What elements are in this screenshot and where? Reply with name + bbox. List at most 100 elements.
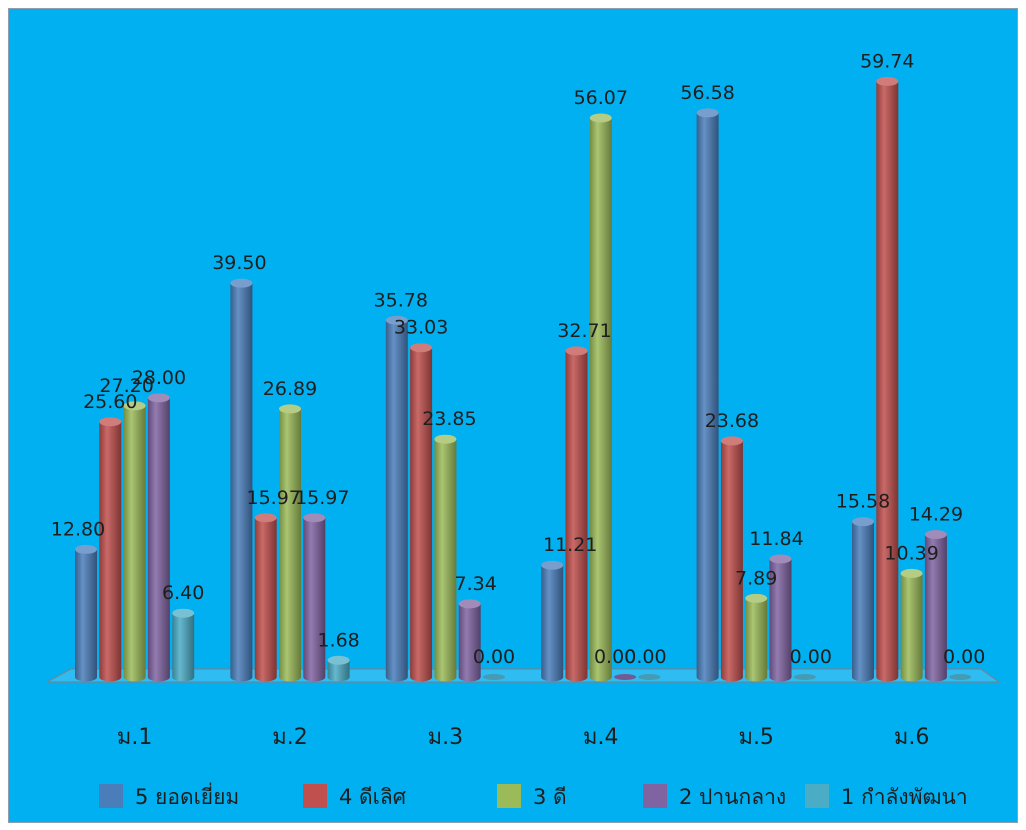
bar-2-ม.5-top — [720, 436, 743, 446]
bar-1-ม.2-top — [230, 278, 253, 288]
bar-5-ม.4 — [638, 674, 661, 680]
data-label: 25.60 — [83, 391, 137, 413]
bar-chart: 12.80 39.50 35.78 11.21 56.58 15.58 25.60 15.97… — [46, 50, 1001, 809]
bar-5-ม.6 — [949, 674, 972, 680]
data-label: 56.58 — [680, 82, 734, 104]
bar-2-ม.4-top — [565, 346, 588, 356]
bar-1-ม.1 — [75, 549, 97, 682]
data-label: 15.97 — [295, 487, 349, 509]
bar-2-ม.2 — [254, 517, 277, 682]
bar-5-ม.1-top — [172, 608, 195, 618]
legend-swatch — [497, 784, 521, 808]
bar-3-ม.1 — [123, 405, 146, 682]
data-label: 10.39 — [884, 542, 938, 564]
data-label: 26.89 — [263, 378, 317, 400]
data-label: 6.40 — [162, 582, 204, 604]
data-label: 35.78 — [374, 289, 428, 311]
bar-1-ม.4-top — [541, 560, 564, 570]
category-label: ม.2 — [272, 725, 308, 750]
data-label: 15.58 — [836, 491, 890, 513]
bar-3-ม.4-top — [589, 113, 612, 123]
bar-5-ม.1 — [172, 613, 195, 682]
data-label: 15.97 — [246, 487, 300, 509]
legend-label: 4 ดีเลิศ — [339, 785, 407, 809]
bar-2-ม.5 — [720, 440, 743, 682]
bar-4-ม.5 — [769, 558, 792, 682]
data-label: 0.00 — [943, 646, 985, 668]
bar-3-ม.5-top — [745, 593, 768, 603]
data-label: 14.29 — [909, 504, 963, 526]
bar-3-ม.4 — [589, 117, 612, 682]
bar-2-ม.4 — [565, 350, 588, 682]
bar-2-ม.1-top — [99, 417, 122, 427]
bar-3-ม.6 — [900, 573, 923, 682]
bar-3-ม.3-top — [434, 434, 457, 444]
bar-4-ม.4 — [614, 674, 637, 680]
bar-1-ม.5 — [696, 112, 719, 682]
legend: 5 ยอดเยี่ยม 4 ดีเลิศ 3 ดี 2 ปานกลาง 1 กำลังพ… — [99, 782, 968, 809]
bar-4-ม.1 — [147, 397, 170, 682]
data-label: 11.21 — [543, 534, 597, 556]
bar-1-ม.6-top — [852, 517, 874, 527]
bar-3-ม.3 — [434, 439, 457, 682]
data-label: 23.85 — [422, 408, 476, 430]
bar-4-ม.6-top — [924, 530, 947, 540]
data-label: 0.00 — [624, 646, 666, 668]
bar-2-ม.6 — [876, 81, 899, 682]
bar-1-ม.3 — [385, 320, 408, 682]
legend-swatch — [303, 784, 327, 808]
legend-label: 5 ยอดเยี่ยม — [135, 782, 239, 809]
bar-4-ม.2 — [303, 517, 326, 682]
data-label: 32.71 — [557, 320, 611, 342]
bar-4-ม.3-top — [458, 599, 481, 609]
data-label: 11.84 — [749, 528, 803, 550]
data-label: 0.00 — [473, 646, 515, 668]
legend-label: 1 กำลังพัฒนา — [841, 785, 968, 809]
bar-2-ม.1 — [99, 421, 122, 682]
legend-swatch — [805, 784, 829, 808]
bar-3-ม.5 — [745, 598, 768, 682]
category-label: ม.6 — [894, 725, 930, 750]
bar-3-ม.1-top — [123, 401, 146, 411]
bar-1-ม.5-top — [696, 108, 719, 118]
data-label: 28.00 — [132, 367, 186, 389]
data-label: 33.03 — [394, 317, 448, 339]
bar-4-ม.3 — [458, 603, 481, 682]
data-label: 23.68 — [705, 410, 759, 432]
bars-layer — [75, 76, 972, 682]
data-label: 7.89 — [735, 567, 777, 589]
bar-5-ม.2-top — [327, 655, 350, 665]
bar-2-ม.3-top — [410, 343, 433, 353]
category-label: ม.4 — [583, 725, 619, 750]
data-label: 56.07 — [574, 87, 628, 109]
bar-2-ม.2-top — [254, 513, 277, 523]
data-label: 27.20 — [99, 375, 153, 397]
bar-1-ม.3-top — [385, 315, 408, 325]
bar-1-ม.2 — [230, 283, 253, 682]
legend-label: 3 ดี — [533, 785, 567, 809]
bar-3-ม.2 — [279, 408, 301, 682]
legend-label: 2 ปานกลาง — [679, 785, 786, 809]
bar-3-ม.6-top — [900, 568, 923, 578]
category-label: ม.5 — [738, 725, 774, 750]
bar-1-ม.1-top — [75, 544, 97, 554]
chart-frame: 12.80 39.50 35.78 11.21 56.58 15.58 25.60 15.97… — [8, 8, 1018, 823]
data-label: 59.74 — [860, 50, 914, 72]
bar-5-ม.3 — [483, 674, 505, 680]
data-label: 39.50 — [212, 252, 266, 274]
category-label: ม.1 — [117, 725, 153, 750]
data-label: 7.34 — [455, 573, 497, 595]
data-label: 0.00 — [790, 646, 832, 668]
bar-2-ม.3 — [410, 347, 433, 682]
legend-swatch — [643, 784, 667, 808]
data-labels-layer: 12.80 39.50 35.78 11.21 56.58 15.58 25.60 15.97… — [51, 50, 986, 668]
data-label: 12.80 — [51, 518, 105, 540]
bar-5-ม.5 — [793, 674, 816, 680]
bar-4-ม.6 — [924, 534, 947, 682]
data-label: 0.00 — [594, 646, 636, 668]
category-label: ม.3 — [428, 725, 464, 750]
bar-3-ม.2-top — [279, 404, 301, 414]
bar-1-ม.4 — [541, 565, 564, 682]
bar-4-ม.2-top — [303, 513, 326, 523]
bar-2-ม.6-top — [876, 76, 899, 86]
